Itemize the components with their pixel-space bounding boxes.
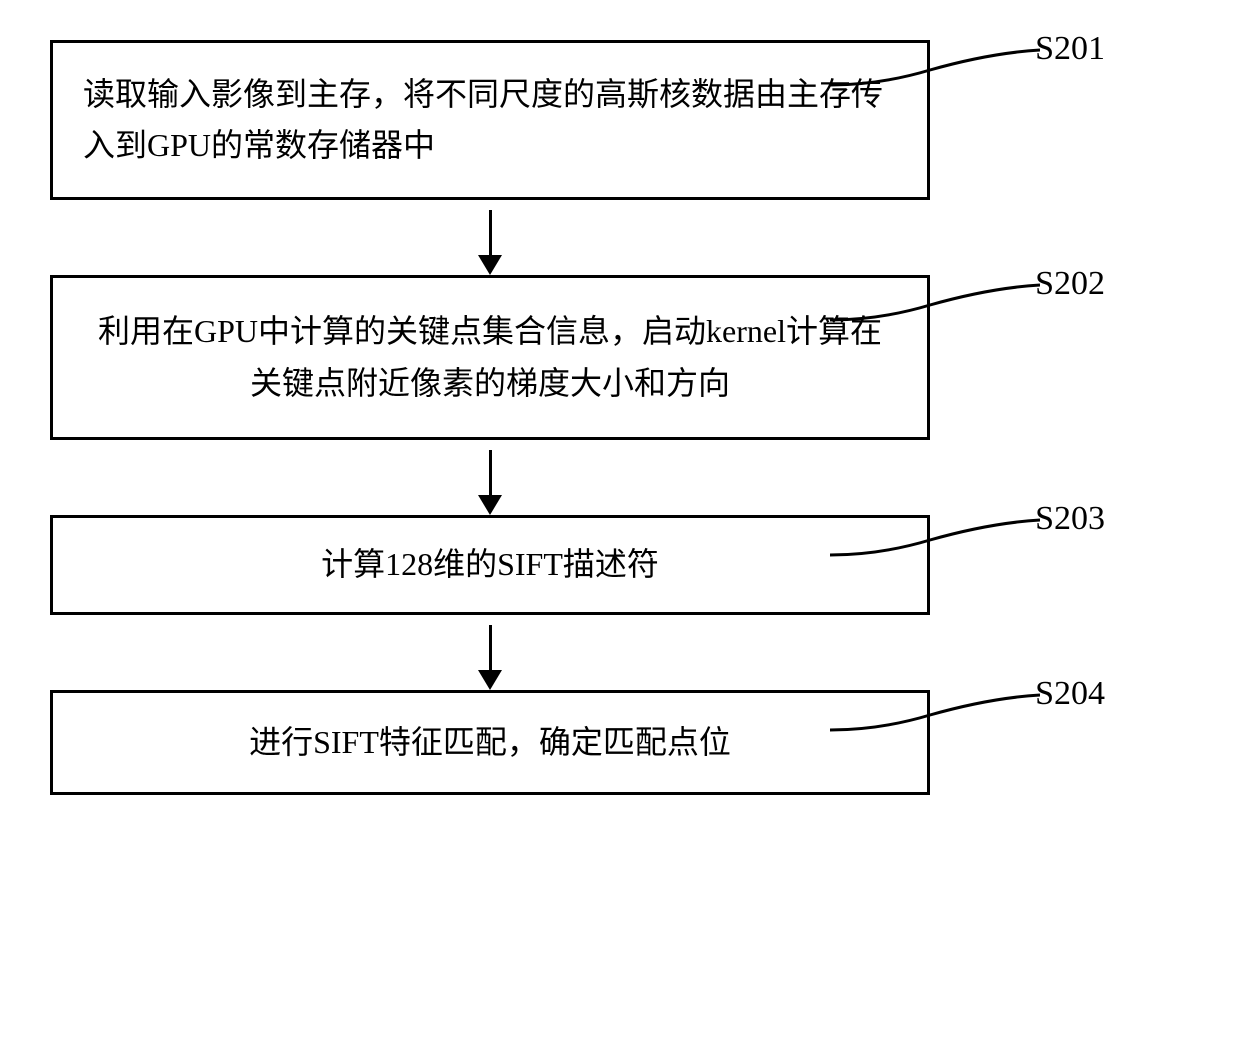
step-box-2: 利用在GPU中计算的关键点集合信息，启动kernel计算在关键点附近像素的梯度大…	[50, 275, 930, 440]
step-label-3: S203	[1035, 500, 1105, 538]
step-label-4: S204	[1035, 675, 1105, 713]
arrow-2	[50, 440, 930, 515]
arrow-1	[50, 200, 930, 275]
step-text-2: 利用在GPU中计算的关键点集合信息，启动kernel计算在关键点附近像素的梯度大…	[83, 306, 897, 408]
connector-curve-2	[830, 280, 1040, 330]
step-box-4: 进行SIFT特征匹配，确定匹配点位	[50, 690, 930, 795]
connector-curve-4	[830, 690, 1040, 740]
step-wrapper-2: 利用在GPU中计算的关键点集合信息，启动kernel计算在关键点附近像素的梯度大…	[50, 275, 1190, 440]
step-wrapper-3: 计算128维的SIFT描述符 S203	[50, 515, 1190, 615]
arrow-head-2	[478, 495, 502, 515]
step-wrapper-1: 读取输入影像到主存，将不同尺度的高斯核数据由主存传入到GPU的常数存储器中 S2…	[50, 40, 1190, 200]
flowchart-container: 读取输入影像到主存，将不同尺度的高斯核数据由主存传入到GPU的常数存储器中 S2…	[50, 40, 1190, 795]
arrow-head-1	[478, 255, 502, 275]
step-box-3: 计算128维的SIFT描述符	[50, 515, 930, 615]
step-text-1: 读取输入影像到主存，将不同尺度的高斯核数据由主存传入到GPU的常数存储器中	[83, 69, 897, 171]
connector-curve-3	[830, 515, 1040, 565]
arrow-head-3	[478, 670, 502, 690]
step-box-1: 读取输入影像到主存，将不同尺度的高斯核数据由主存传入到GPU的常数存储器中	[50, 40, 930, 200]
step-label-2: S202	[1035, 265, 1105, 303]
step-wrapper-4: 进行SIFT特征匹配，确定匹配点位 S204	[50, 690, 1190, 795]
step-label-1: S201	[1035, 30, 1105, 68]
connector-curve-1	[830, 45, 1040, 95]
arrow-3	[50, 615, 930, 690]
step-text-3: 计算128维的SIFT描述符	[321, 539, 659, 590]
step-text-4: 进行SIFT特征匹配，确定匹配点位	[249, 717, 731, 768]
